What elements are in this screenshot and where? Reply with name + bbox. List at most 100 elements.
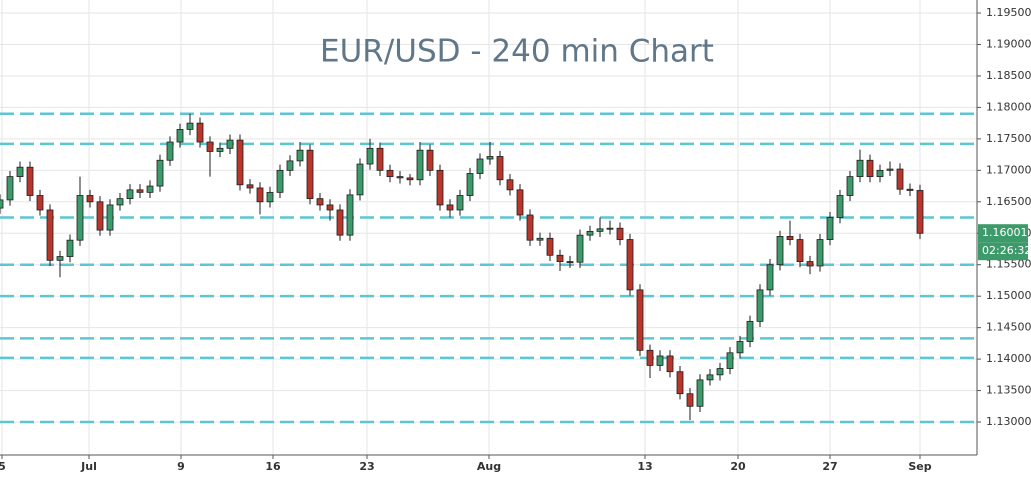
candle-body bbox=[106, 204, 114, 231]
y-tick-label: 1.17500 bbox=[986, 132, 1031, 145]
x-tick-label: 5 bbox=[0, 460, 6, 473]
candle-body bbox=[826, 217, 834, 240]
candle-body bbox=[846, 176, 854, 196]
y-tick-label: 1.13000 bbox=[986, 415, 1031, 428]
price-tag bbox=[978, 224, 1028, 243]
y-tick-label: 1.14500 bbox=[986, 321, 1031, 334]
y-tick-label: 1.14000 bbox=[986, 352, 1031, 365]
candle-body bbox=[496, 156, 504, 181]
candle-body bbox=[786, 236, 794, 240]
candle-body bbox=[746, 320, 754, 342]
candle-body bbox=[716, 368, 724, 376]
candle-body bbox=[566, 261, 574, 263]
candle-body bbox=[66, 239, 74, 257]
candle-body bbox=[796, 239, 804, 262]
candle-body bbox=[916, 190, 924, 234]
candle-body bbox=[166, 141, 174, 161]
candle-body bbox=[766, 264, 774, 291]
candle-body bbox=[886, 168, 894, 171]
candle-body bbox=[896, 168, 904, 190]
candle-body bbox=[856, 159, 864, 178]
candle-body bbox=[586, 230, 594, 236]
candle-body bbox=[326, 204, 334, 211]
candle-body bbox=[96, 201, 104, 231]
candle-body bbox=[556, 254, 564, 262]
candle-body bbox=[836, 195, 844, 218]
candle-body bbox=[36, 195, 44, 211]
candle-body bbox=[486, 156, 494, 160]
y-tick-label: 1.16500 bbox=[986, 195, 1031, 208]
candle-body bbox=[666, 355, 674, 373]
candle-body bbox=[616, 227, 624, 240]
candle-body bbox=[56, 256, 64, 261]
candle-body bbox=[546, 237, 554, 256]
candle-body bbox=[606, 227, 614, 230]
candle-body bbox=[876, 169, 884, 178]
x-tick-label: Aug bbox=[477, 460, 501, 473]
candle-body bbox=[206, 141, 214, 152]
y-tick-label: 1.18500 bbox=[986, 69, 1031, 82]
price-label: 1.16001 bbox=[982, 226, 1028, 239]
candle-body bbox=[156, 159, 164, 187]
x-tick-label: 13 bbox=[637, 460, 652, 473]
y-tick-label: 1.15000 bbox=[986, 289, 1031, 302]
y-tick-label: 1.17000 bbox=[986, 163, 1031, 176]
x-tick-label: Sep bbox=[908, 460, 931, 473]
candle-body bbox=[146, 185, 154, 193]
candle-body bbox=[136, 189, 144, 193]
candle-body bbox=[466, 173, 474, 196]
candle-body bbox=[26, 166, 34, 196]
candle-body bbox=[516, 189, 524, 216]
candle-body bbox=[646, 349, 654, 366]
candle-body bbox=[6, 176, 14, 201]
candle-body bbox=[376, 147, 384, 171]
x-tick-label: 27 bbox=[822, 460, 837, 473]
candle-body bbox=[576, 234, 584, 263]
x-tick-label: 16 bbox=[265, 460, 281, 473]
candle-body bbox=[756, 289, 764, 322]
candle-body bbox=[816, 239, 824, 267]
candle-body bbox=[526, 214, 534, 241]
y-tick-label: 1.15500 bbox=[986, 258, 1031, 271]
candle-body bbox=[336, 209, 344, 236]
countdown-label: 02:26:32 bbox=[982, 244, 1031, 257]
x-tick-label: 9 bbox=[177, 460, 185, 473]
candle-body bbox=[596, 228, 604, 232]
chart-title: EUR/USD - 240 min Chart bbox=[320, 34, 714, 70]
candle-body bbox=[306, 149, 314, 200]
candle-body bbox=[256, 187, 264, 203]
candle-body bbox=[456, 195, 464, 211]
candle-body bbox=[236, 139, 244, 186]
x-tick-label: Jul bbox=[80, 460, 97, 473]
candle-body bbox=[476, 158, 484, 174]
candle-body bbox=[266, 191, 274, 203]
candle-body bbox=[176, 129, 184, 143]
candle-body bbox=[346, 194, 354, 236]
y-tick-label: 1.19500 bbox=[986, 6, 1031, 19]
y-tick-label: 1.18000 bbox=[986, 100, 1031, 113]
candle-body bbox=[726, 352, 734, 369]
countdown-tag bbox=[978, 242, 1028, 261]
candle-body bbox=[626, 239, 634, 291]
candle-body bbox=[686, 393, 694, 407]
candle-body bbox=[86, 195, 94, 203]
candle-body bbox=[656, 355, 664, 366]
candle-body bbox=[366, 147, 374, 165]
candle-body bbox=[416, 149, 424, 181]
candle-body bbox=[226, 139, 234, 149]
candle-body bbox=[446, 204, 454, 211]
candle-body bbox=[436, 169, 444, 206]
y-tick-label: 1.19000 bbox=[986, 37, 1031, 50]
x-tick-label: 20 bbox=[730, 460, 746, 473]
candle-body bbox=[706, 374, 714, 381]
candle-body bbox=[636, 289, 644, 351]
candle-body bbox=[126, 189, 134, 200]
candle-body bbox=[0, 199, 4, 209]
candle-body bbox=[906, 188, 914, 191]
candle-body bbox=[16, 166, 24, 178]
candle-body bbox=[776, 236, 784, 266]
candle-body bbox=[396, 176, 404, 179]
candle-body bbox=[196, 122, 204, 143]
